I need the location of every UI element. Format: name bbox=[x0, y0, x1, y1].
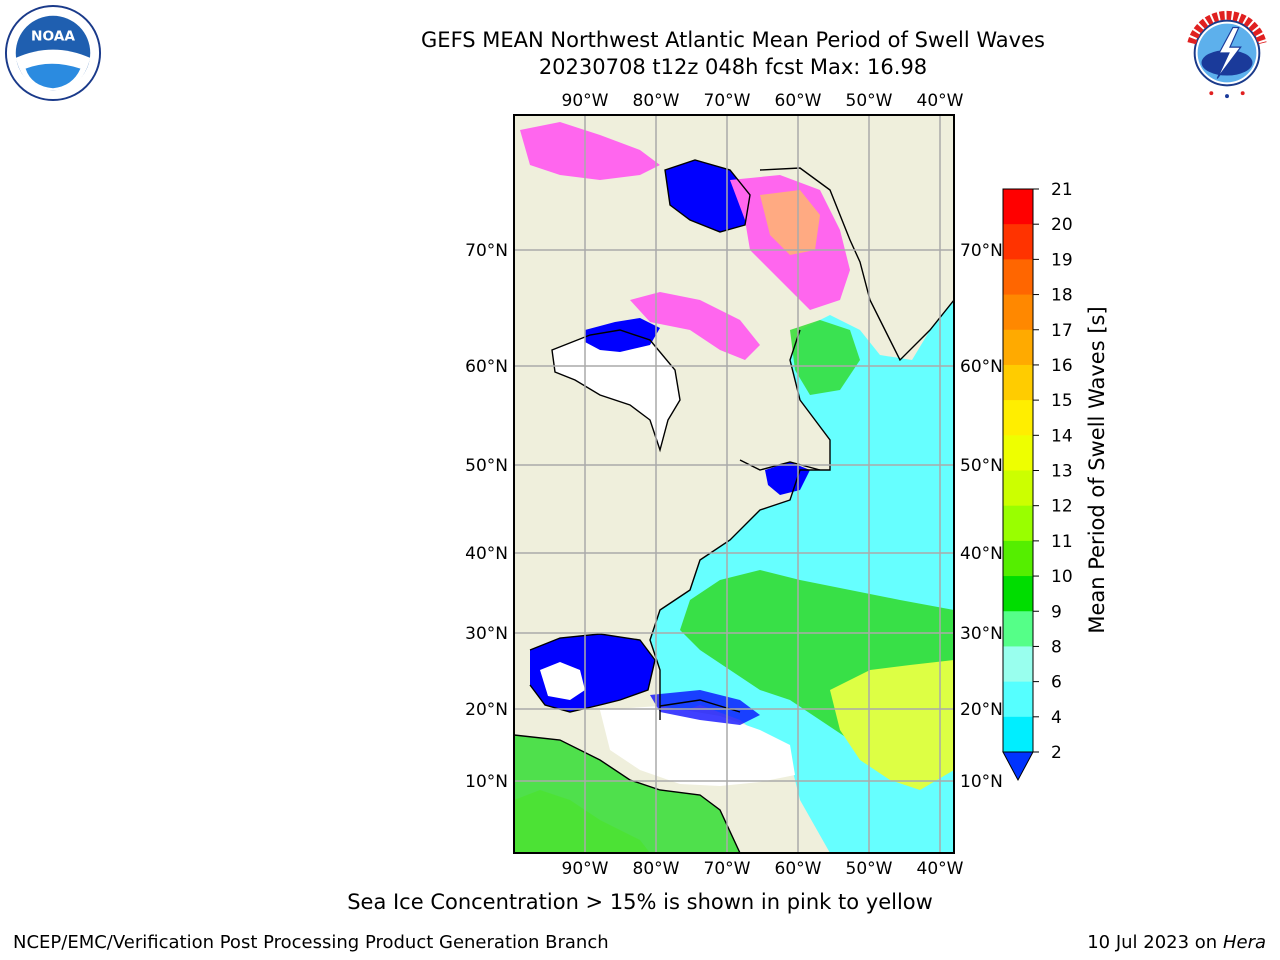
colorbar-segment bbox=[1003, 716, 1033, 753]
footer-credit: NCEP/EMC/Verification Post Processing Pr… bbox=[13, 932, 609, 953]
lat-label: 50°N bbox=[960, 456, 1003, 476]
lat-label: 20°N bbox=[465, 700, 508, 720]
noaa-logo: NOAA bbox=[4, 4, 102, 102]
colorbar-segment bbox=[1003, 611, 1033, 647]
lat-label: 30°N bbox=[960, 624, 1003, 644]
colorbar-segment bbox=[1003, 294, 1033, 331]
map-panel bbox=[514, 115, 954, 853]
lat-label: 20°N bbox=[960, 700, 1003, 720]
lat-label: 40°N bbox=[960, 544, 1003, 564]
lon-labels-top: 90°W 80°W 70°W 60°W 50°W 40°W bbox=[562, 91, 964, 111]
hudson-bay bbox=[552, 330, 680, 450]
lat-label: 40°N bbox=[465, 544, 508, 564]
colorbar-segment bbox=[1003, 400, 1033, 436]
lon-label: 70°W bbox=[704, 91, 751, 111]
lat-label: 30°N bbox=[465, 624, 508, 644]
colorbar-tick-label: 15 bbox=[1051, 391, 1073, 411]
hudson-blue bbox=[585, 318, 660, 352]
ocean-green-north bbox=[790, 320, 860, 395]
sea-ice-note: Sea Ice Concentration > 15% is shown in … bbox=[347, 890, 933, 914]
colorbar-extend-triangle bbox=[1002, 751, 1034, 782]
colorbar-tick-label: 9 bbox=[1051, 602, 1062, 622]
lat-label: 10°N bbox=[960, 772, 1003, 792]
lat-label: 70°N bbox=[465, 241, 508, 261]
colorbar-segment bbox=[1003, 470, 1033, 507]
footer-date-text: 10 Jul 2023 on bbox=[1087, 932, 1223, 953]
map-frame bbox=[513, 114, 955, 854]
lon-label: 50°W bbox=[846, 91, 893, 111]
caribbean-sea bbox=[600, 706, 795, 786]
colorbar-segment bbox=[1003, 189, 1033, 225]
colorbar-segment bbox=[1003, 681, 1033, 718]
colorbar-tick-label: 18 bbox=[1051, 286, 1073, 306]
colorbar-segment bbox=[1003, 540, 1033, 577]
lat-label: 60°N bbox=[465, 357, 508, 377]
colorbar-tick-label: 19 bbox=[1051, 250, 1073, 270]
nws-logo bbox=[1179, 5, 1275, 101]
colorbar-tick-label: 16 bbox=[1051, 356, 1073, 376]
colorbar-ticks: 21 20 19 18 17 16 15 14 13 12 11 10 9 8 6 4 2 bbox=[1033, 180, 1073, 763]
lon-label: 50°W bbox=[846, 859, 893, 879]
colorbar-segment bbox=[1003, 576, 1033, 612]
colorbar-segment bbox=[1003, 364, 1033, 401]
lat-label: 50°N bbox=[465, 456, 508, 476]
lon-label: 70°W bbox=[704, 859, 751, 879]
lon-label: 80°W bbox=[633, 91, 680, 111]
colorbar-tick-label: 2 bbox=[1051, 743, 1062, 763]
colorbar-tick-label: 6 bbox=[1051, 673, 1062, 693]
chart-subtitle: 20230708 t12z 048h fcst Max: 16.98 bbox=[538, 55, 928, 79]
colorbar-tick-label: 13 bbox=[1051, 462, 1073, 482]
colorbar-tick-label: 12 bbox=[1051, 497, 1073, 517]
chart-title: GEFS MEAN Northwest Atlantic Mean Period… bbox=[421, 28, 1045, 52]
ocean-yellow-swell bbox=[830, 660, 954, 790]
colorbar-tick-label: 21 bbox=[1051, 180, 1073, 200]
colorbar-segment bbox=[1003, 505, 1033, 542]
colorbar-tick-label: 20 bbox=[1051, 215, 1073, 235]
lon-label: 60°W bbox=[775, 91, 822, 111]
lon-label: 60°W bbox=[775, 859, 822, 879]
sea-ice-arctic bbox=[520, 122, 660, 180]
lon-labels-bottom: 90°W 80°W 70°W 60°W 50°W 40°W bbox=[562, 859, 964, 879]
land-green-south bbox=[514, 735, 740, 853]
lon-label: 90°W bbox=[562, 859, 609, 879]
caribbean-blue bbox=[650, 690, 760, 725]
colorbar-segment bbox=[1003, 259, 1033, 296]
colorbar-segment bbox=[1003, 435, 1033, 471]
colorbar-tick-label: 4 bbox=[1051, 708, 1062, 728]
svg-text:NOAA: NOAA bbox=[31, 28, 75, 44]
colorbar bbox=[1002, 188, 1034, 782]
lon-label: 40°W bbox=[917, 91, 964, 111]
colorbar-label: Mean Period of Swell Waves [s] bbox=[1085, 306, 1109, 633]
lon-label: 80°W bbox=[633, 859, 680, 879]
lat-labels-right: 70°N 60°N 50°N 40°N 30°N 20°N 10°N bbox=[960, 241, 1003, 792]
gridlines bbox=[514, 115, 954, 853]
lon-label: 40°W bbox=[917, 859, 964, 879]
colorbar-segment bbox=[1003, 646, 1033, 683]
footer-host: Hera bbox=[1222, 932, 1266, 953]
colorbar-tick-label: 8 bbox=[1051, 637, 1062, 657]
colorbar-tick-label: 14 bbox=[1051, 426, 1073, 446]
sea-ice-orange bbox=[760, 190, 820, 255]
gulf-white-patch bbox=[540, 662, 585, 700]
lat-label: 10°N bbox=[465, 772, 508, 792]
lon-label: 90°W bbox=[562, 91, 609, 111]
colorbar-tick-label: 11 bbox=[1051, 532, 1073, 552]
lat-label: 60°N bbox=[960, 357, 1003, 377]
lat-label: 70°N bbox=[960, 241, 1003, 261]
colorbar-segment bbox=[1003, 329, 1033, 366]
colorbar-tick-label: 17 bbox=[1051, 321, 1073, 341]
lat-labels-left: 70°N 60°N 50°N 40°N 30°N 20°N 10°N bbox=[465, 241, 508, 792]
footer-date: 10 Jul 2023 on Hera bbox=[1087, 932, 1266, 953]
coastlines bbox=[514, 159, 954, 853]
baffin-bay bbox=[665, 160, 750, 232]
colorbar-segment bbox=[1003, 224, 1033, 260]
colorbar-tick-label: 10 bbox=[1051, 567, 1073, 587]
